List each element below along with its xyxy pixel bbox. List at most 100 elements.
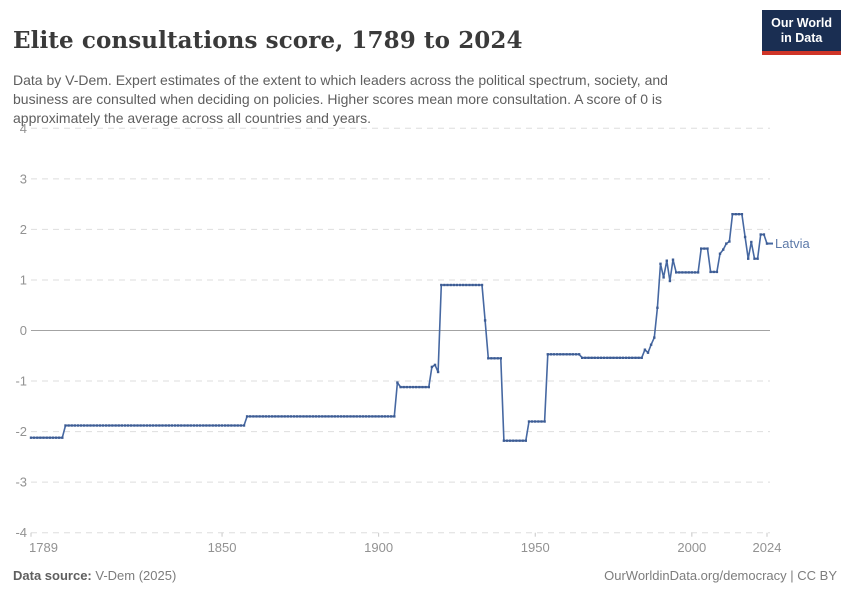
data-point-marker [274, 415, 277, 418]
latvia-line [31, 213, 768, 442]
data-point-marker [537, 420, 540, 423]
data-point-marker [252, 415, 255, 418]
data-point-marker [45, 436, 48, 439]
data-point-marker [89, 424, 92, 427]
y-axis-label--2: -2 [15, 424, 27, 439]
data-point-marker [653, 336, 656, 339]
data-point-marker [105, 424, 108, 427]
y-axis-label--1: -1 [15, 374, 27, 389]
data-point-marker [239, 424, 242, 427]
data-point-marker [393, 415, 396, 418]
data-point-marker [292, 415, 296, 418]
data-point-marker [296, 415, 299, 418]
data-point-marker [343, 415, 346, 418]
data-point-marker [590, 356, 593, 359]
data-point-marker [361, 415, 365, 418]
data-point-marker [289, 415, 293, 418]
data-point-marker [120, 424, 123, 427]
data-point-marker [117, 424, 120, 427]
data-point-marker [449, 283, 452, 287]
data-point-marker [521, 439, 524, 442]
y-axis-label-3: 3 [20, 171, 27, 186]
data-point-marker [490, 357, 493, 360]
data-point-marker [499, 357, 502, 360]
data-point-marker [233, 424, 236, 427]
data-point-marker [737, 213, 740, 216]
data-point-marker [427, 385, 430, 389]
data-point-marker [230, 424, 233, 427]
data-point-marker [552, 353, 556, 356]
data-point-marker [615, 356, 618, 359]
data-point-marker [734, 213, 737, 216]
data-point-marker [765, 242, 769, 245]
data-point-marker [161, 424, 164, 427]
data-point-marker [649, 343, 653, 346]
data-point-marker [493, 357, 496, 360]
data-point-marker [339, 415, 343, 418]
data-point-marker [92, 424, 95, 427]
data-point-marker [136, 424, 139, 427]
data-point-marker [396, 381, 399, 384]
data-point-marker [255, 415, 258, 418]
series-label-latvia[interactable]: Latvia [775, 235, 810, 251]
data-point-marker [336, 415, 340, 418]
data-point-marker [750, 240, 753, 244]
owid-logo[interactable]: Our World in Data [762, 10, 841, 55]
data-point-marker [462, 283, 465, 287]
data-point-marker [696, 271, 700, 274]
data-point-marker [530, 420, 534, 423]
owid-logo-line2: in Data [780, 31, 823, 45]
data-point-marker [368, 415, 371, 418]
data-point-marker [556, 353, 559, 356]
data-point-marker [709, 270, 712, 274]
data-point-marker [142, 424, 145, 427]
data-point-marker [108, 424, 111, 427]
data-point-marker [618, 356, 621, 359]
data-point-marker [308, 415, 311, 418]
data-point-marker [646, 351, 650, 354]
data-point-marker [383, 415, 387, 418]
data-point-marker [173, 424, 177, 427]
data-point-marker [408, 385, 412, 389]
data-point-marker [114, 424, 117, 427]
data-point-marker [214, 424, 217, 427]
data-point-marker [443, 283, 446, 287]
chart-subtitle: Data by V-Dem. Expert estimates of the e… [13, 72, 668, 126]
data-point-marker [659, 262, 662, 265]
data-point-marker [29, 436, 33, 439]
data-point-marker [640, 356, 643, 359]
data-point-marker [317, 415, 321, 418]
data-point-marker [311, 415, 315, 418]
data-point-marker [468, 283, 471, 287]
data-source-value: V-Dem (2025) [91, 568, 177, 583]
data-point-marker [180, 424, 183, 427]
y-axis-label-2: 2 [20, 222, 27, 237]
data-point-marker [358, 415, 362, 418]
data-point-marker [349, 415, 352, 418]
credit-link[interactable]: OurWorldinData.org/democracy | CC BY [604, 568, 837, 583]
data-source-label: Data source: [13, 568, 92, 583]
data-point-marker [39, 436, 42, 439]
data-point-marker [170, 424, 174, 427]
data-point-marker [628, 356, 631, 359]
data-point-marker [534, 420, 537, 423]
data-point-marker [693, 271, 697, 274]
data-point-marker [208, 424, 211, 427]
data-point-marker [390, 415, 393, 418]
data-point-marker [455, 283, 459, 287]
data-point-marker [671, 258, 675, 261]
data-point-marker [631, 356, 634, 359]
x-axis-label-1950: 1950 [521, 540, 550, 555]
y-axis-label-1: 1 [20, 272, 27, 287]
data-point-marker [198, 424, 202, 427]
data-point-marker [574, 353, 578, 356]
data-point-marker [715, 270, 719, 274]
data-point-marker [747, 257, 750, 260]
data-source-note: Data source: V-Dem (2025) [13, 568, 176, 583]
data-point-marker [487, 357, 490, 360]
data-point-marker [321, 415, 324, 418]
data-point-marker [327, 415, 330, 418]
data-point-marker [299, 415, 302, 418]
data-point-marker [728, 240, 731, 243]
